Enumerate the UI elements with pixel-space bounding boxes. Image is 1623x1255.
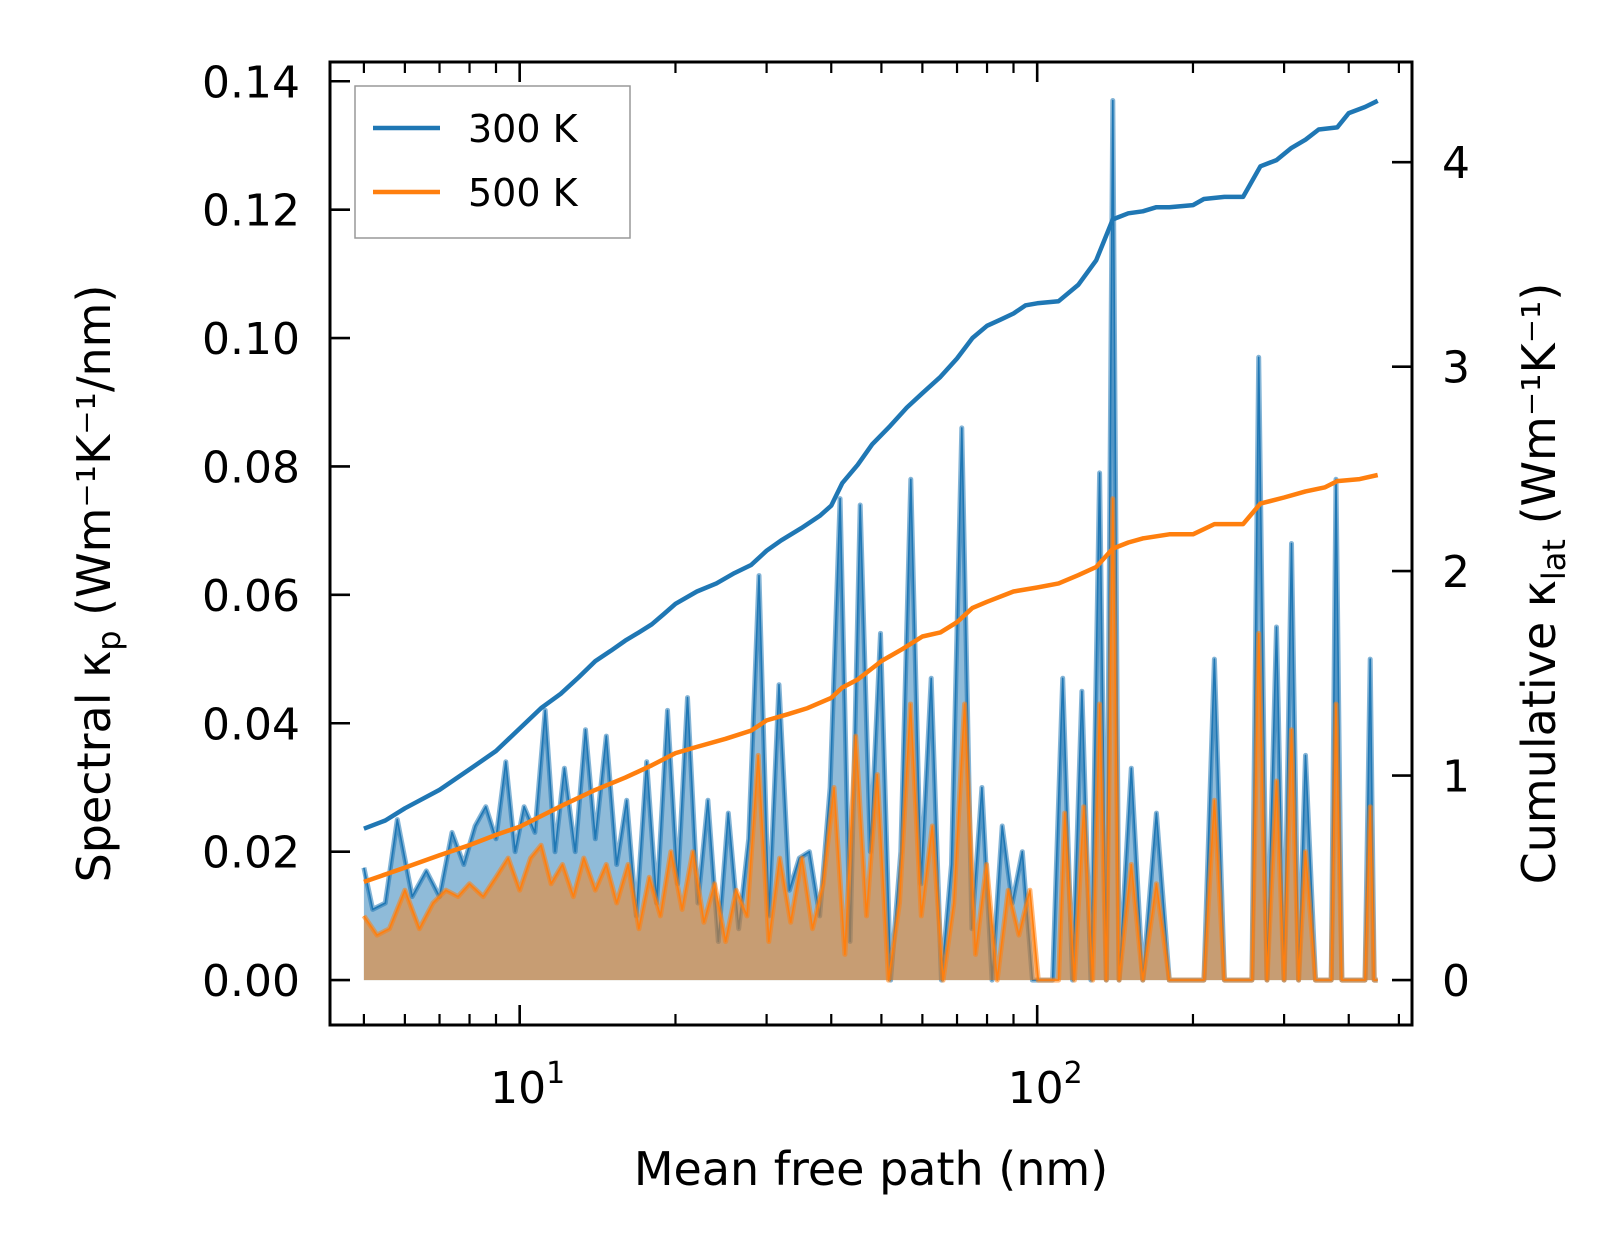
cumulative-line-300-k [363,98,1379,831]
cumulative-line-500-k [363,472,1379,885]
y-right-tick-label: 4 [1442,138,1470,189]
plot-area [361,98,1379,983]
y-right-tick-label: 2 [1442,547,1470,598]
plot-frame [328,60,1414,1027]
y-left-tick-label: 0.04 [202,699,300,750]
y-right-axis-title: Cumulative κlat (Wm⁻¹K⁻¹) [1512,283,1573,885]
legend-label-300-k: 300 K [468,107,579,151]
legend-label-500-k: 500 K [468,171,579,215]
spectral-line-500-k [363,497,1378,981]
y-left-tick-label: 0.12 [202,186,300,237]
y-left-tick-label: 0.00 [202,956,300,1007]
y-right-tick-label: 3 [1442,343,1470,394]
y-left-tick-label: 0.10 [202,314,300,365]
legend: 300 K 500 K [354,85,631,239]
y-left-tick-label: 0.14 [202,57,300,108]
x-tick-label: 101 [490,1056,565,1114]
y-right-tick-label: 1 [1442,752,1470,803]
y-right-tick-label: 0 [1442,956,1470,1007]
y-left-tick-label: 0.06 [202,571,300,622]
legend-box [354,85,631,239]
y-left-axis-title: Spectral κp (Wm⁻¹K⁻¹/nm) [67,285,128,883]
axes: 101 102 0.00 0.02 0.04 0.06 0.08 0.10 0.12 0.14 0 1… [67,57,1573,1196]
x-tick-label: 102 [1008,1056,1083,1114]
y-left-tick-label: 0.08 [202,442,300,493]
x-axis-title: Mean free path (nm) [634,1142,1108,1196]
y-left-tick-label: 0.02 [202,828,300,879]
